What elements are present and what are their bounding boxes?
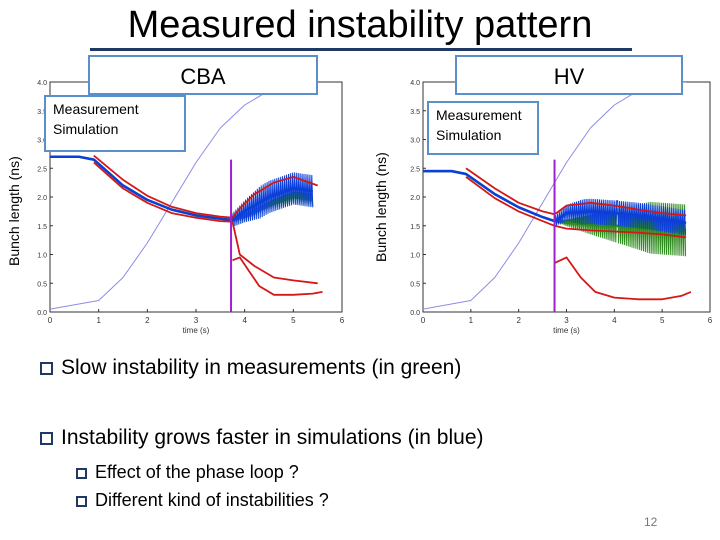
cba-chart: 0.0 0.5 1.0 1.5 2.0 2.5 3.0 3.5 4.0 0 1 2 3 4 5 6 time (… [37,80,345,335]
legend-entry: Measurement [436,107,522,123]
sub-bullet-1-text: Effect of the phase loop ? [95,462,299,482]
x-axis-label: time (s) [183,326,210,335]
y-tick-label: 3.5 [37,109,47,116]
x-tick-label: 0 [48,316,53,325]
x-tick-label: 6 [708,316,713,325]
bullet-2: Instability grows faster in simulations … [40,426,484,450]
y-tick-label: 2.5 [37,166,47,173]
x-tick-label: 5 [291,316,296,325]
y-tick-label: 3.0 [37,138,47,145]
y-tick-label: 2.0 [410,195,420,202]
panel-label-cba: CBA [88,55,318,95]
x-tick-label: 2 [516,316,521,325]
envelope-lower-series [465,176,687,239]
sub-bullet-1: Effect of the phase loop ? [76,462,299,483]
x-tick-label: 1 [469,316,474,325]
y-tick-label: 1.5 [37,224,47,231]
envelope-bottom-series [554,256,692,301]
y-tick-label: 4.0 [37,80,47,87]
bullet-box-icon [40,432,53,445]
x-tick-label: 3 [194,316,199,325]
legend-entry: Simulation [436,127,501,143]
sub-bullet-2-text: Different kind of instabilities ? [95,490,329,510]
title-underline [90,48,632,51]
x-tick-label: 4 [242,316,247,325]
legend-box [427,101,539,155]
envelope-upper-series [465,167,687,217]
sub-bullet-2: Different kind of instabilities ? [76,490,329,511]
hv-y-axis-label: Bunch length (ns) [373,152,389,262]
y-tick-label: 4.0 [410,80,420,87]
legend-entry: Simulation [53,121,118,137]
bullet-box-icon [40,362,53,375]
envelope-bottom-series [232,256,323,296]
x-tick-label: 4 [612,316,617,325]
bullet-box-icon [76,468,87,479]
legend-box [44,95,186,152]
y-tick-label: 3.0 [410,138,420,145]
x-tick-label: 0 [421,316,426,325]
x-tick-label: 6 [340,316,345,325]
bullet-box-icon [76,496,87,507]
panel-label-hv: HV [455,55,683,95]
x-tick-label: 3 [564,316,569,325]
y-tick-label: 0.0 [410,310,420,317]
bullet-1: Slow instability in measurements (in gre… [40,356,461,380]
y-tick-label: 1.5 [410,224,420,231]
y-tick-label: 3.5 [410,109,420,116]
bullet-2-text: Instability grows faster in simulations … [61,426,484,449]
bullet-1-text: Slow instability in measurements (in gre… [61,356,462,379]
x-tick-label: 2 [145,316,150,325]
x-tick-label: 5 [660,316,665,325]
y-tick-label: 0.0 [37,310,47,317]
simulation-series-oscillation [230,172,314,227]
envelope-upper-series [93,154,318,219]
envelope-lower-series [93,161,318,285]
slide-title: Measured instability pattern [127,4,593,46]
y-tick-label: 0.5 [410,281,420,288]
y-tick-label: 1.0 [410,253,420,260]
y-tick-label: 0.5 [37,281,47,288]
hv-chart: 0.0 0.5 1.0 1.5 2.0 2.5 3.0 3.5 4.0 0 1 2 3 4 5 6 time (… [410,80,713,335]
y-tick-label: 1.0 [37,253,47,260]
y-tick-label: 2.5 [410,166,420,173]
y-tick-label: 2.0 [37,195,47,202]
cba-y-axis-label: Bunch length (ns) [6,156,22,266]
legend-entry: Measurement [53,101,139,117]
x-tick-label: 1 [96,316,101,325]
page-number: 12 [644,515,658,529]
x-axis-label: time (s) [553,326,580,335]
